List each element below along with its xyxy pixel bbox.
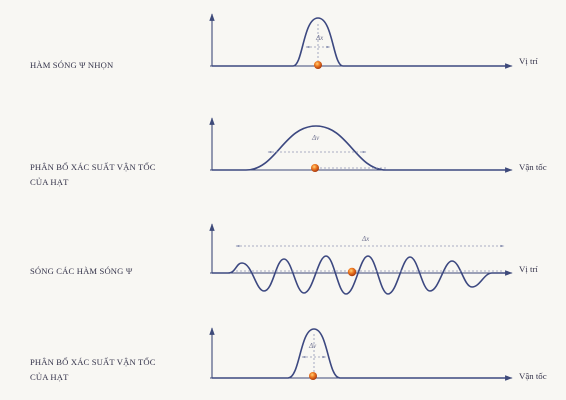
row4-label: PHÂN BỐ XÁC SUẤT VẬN TỐC CỦA HẠT	[30, 357, 156, 382]
row2-spread-label: Δv	[311, 134, 320, 142]
row3-wave-curve	[212, 255, 506, 295]
row1-graph: Δx	[209, 13, 513, 69]
row1-wave-curve	[212, 17, 506, 67]
row4-spread-label: Δv	[308, 342, 317, 350]
row3-label: SÓNG CÁC HÀM SÓNG Ψ	[30, 266, 133, 276]
row1-particle	[314, 61, 322, 69]
row4-axis-caption: Vận tốc	[519, 371, 547, 381]
row2-wave-curve	[212, 125, 506, 171]
row2-graph: Δv	[209, 117, 513, 173]
row1-axis-caption: Vị trí	[519, 56, 538, 66]
row3-graph: Δx	[209, 223, 513, 295]
row1-label: HÀM SÓNG Ψ NHỌN	[30, 60, 114, 70]
row3-axis-caption: Vị trí	[519, 264, 538, 274]
row2-axis-caption: Vận tốc	[519, 162, 547, 172]
row4-wave-curve	[212, 328, 506, 379]
row2-label: PHÂN BỐ XÁC SUẤT VẬN TỐC CỦA HẠT	[30, 162, 156, 187]
row3-spread-label: Δx	[361, 235, 370, 243]
row4-graph: Δv	[209, 327, 513, 381]
row2-particle	[311, 164, 319, 172]
row3-particle	[347, 267, 357, 277]
row1-spread-label: Δx	[315, 34, 324, 42]
row4-particle	[309, 372, 317, 380]
